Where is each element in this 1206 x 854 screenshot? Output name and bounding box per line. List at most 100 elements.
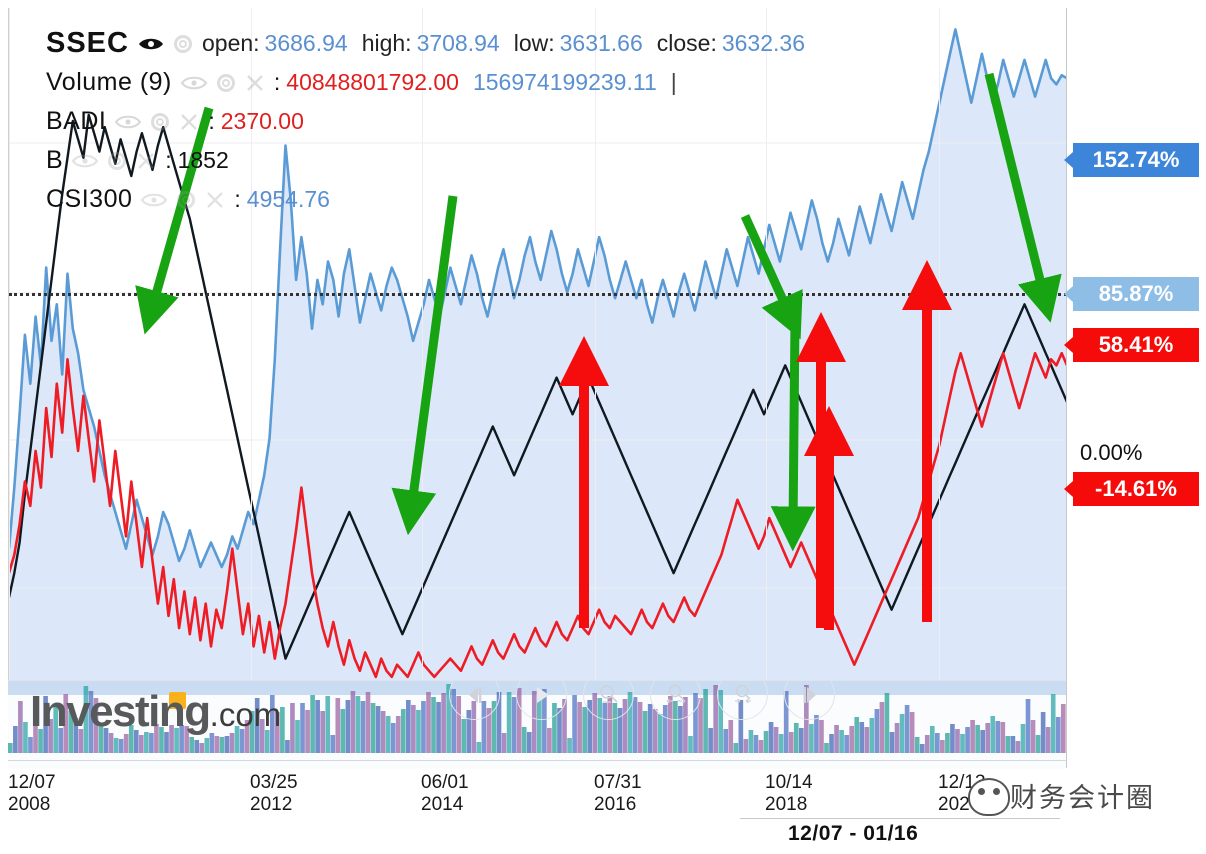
gridline-vertical [251, 8, 252, 680]
eye-icon[interactable] [141, 192, 168, 208]
close-icon[interactable] [245, 73, 265, 93]
navigator-volume-bar [798, 728, 804, 753]
navigator-volume-bar [617, 708, 623, 753]
navigator-volume-bar [713, 685, 718, 753]
navigator-volume-bar [980, 730, 985, 753]
skip-back-icon[interactable] [449, 681, 500, 720]
legend-row-volume[interactable]: Volume (9) [46, 63, 1046, 102]
navigator-volume-bar [73, 718, 79, 753]
navigator-volume-bar [436, 702, 441, 753]
price-tag-badi[interactable]: 58.41% [1064, 328, 1199, 362]
gear-icon[interactable] [173, 34, 193, 54]
navigator-volume-bar [607, 696, 613, 753]
close-icon[interactable] [205, 190, 225, 210]
navigator-volume-bar [48, 719, 53, 753]
eye-icon[interactable] [115, 114, 142, 130]
navigator-volume-bar [456, 696, 462, 753]
price-tag-ssec[interactable]: -14.61% [1064, 472, 1199, 506]
navigator-volume-bar [149, 733, 154, 753]
navigator-volume-bar [133, 730, 139, 753]
legend-row-b[interactable]: B [46, 141, 1046, 180]
navigator-volume-bar [965, 727, 970, 753]
navigator-volume-bar [118, 739, 124, 753]
navigator-volume-bar [935, 733, 940, 753]
chart-navigator[interactable]: Investing.com [8, 680, 1066, 769]
navigator-volume-bar [783, 691, 789, 753]
navigator-volume-bar [940, 740, 945, 753]
navigator-volume-bar [577, 702, 582, 753]
price-tag-reference[interactable]: 85.87% [1064, 277, 1199, 311]
legend-separator: : [234, 186, 241, 212]
zoom-in-icon[interactable] [717, 681, 768, 720]
navigator-volume-bar [184, 726, 189, 753]
eye-icon[interactable] [71, 153, 99, 169]
navigator-volume-bar [773, 727, 779, 753]
navigator-volume-bar [471, 701, 477, 753]
gear-icon[interactable] [150, 112, 170, 132]
navigator-volume-bar [909, 712, 915, 753]
navigator-volume-bar [562, 699, 567, 753]
legend-b-label: B [46, 146, 64, 174]
navigator-volume-bar [179, 725, 184, 753]
x-axis-tick-year: 2018 [765, 794, 808, 815]
legend-row-badi[interactable]: BADI [46, 102, 1046, 141]
zoom-out-icon[interactable] [650, 681, 701, 720]
eye-icon[interactable] [138, 36, 164, 52]
navigator-volume-bar [8, 743, 13, 753]
legend-separator: : [273, 69, 281, 95]
navigator-volume-bar [194, 740, 200, 753]
legend-row-csi300[interactable]: CSI300 [46, 180, 1046, 219]
skip-forward-icon[interactable] [784, 681, 835, 720]
navigator-volume-bar [365, 692, 371, 753]
navigator-volume-bar [98, 723, 104, 753]
legend-symbol-label: SSEC [46, 27, 129, 59]
navigator-volume-bar [174, 728, 179, 753]
gear-icon[interactable] [107, 151, 127, 171]
navigator-volume-bar [597, 698, 603, 753]
price-chart-plot[interactable] [8, 8, 1067, 680]
navigator-volume-bar [345, 700, 351, 753]
close-icon[interactable] [136, 151, 156, 171]
legend-csi300-label: CSI300 [46, 185, 133, 213]
price-tag-csi300[interactable]: 152.74% [1064, 143, 1199, 177]
navigator-volume-bar [738, 700, 744, 753]
navigator-volume-bar [23, 722, 28, 753]
navigator-volume-bar [839, 730, 844, 753]
navigator-volume-bar [572, 695, 577, 753]
navigator-volume-bar [1060, 704, 1066, 753]
legend-volume-value-red: 40848801792.00 [286, 69, 459, 95]
x-axis-tick-year: 2012 [250, 794, 293, 815]
navigator-volume-bar [526, 732, 532, 753]
close-icon[interactable] [179, 112, 199, 132]
navigator-volume-bar [652, 709, 658, 753]
eye-icon[interactable] [180, 75, 208, 91]
x-axis-tick-year: 2008 [8, 794, 51, 815]
navigator-controls[interactable] [449, 681, 835, 720]
navigator-volume-bar [995, 721, 1001, 753]
gear-icon[interactable] [176, 190, 196, 210]
navigator-volume-bar [58, 728, 64, 753]
navigator-volume-bar [295, 720, 300, 753]
navigator-volume-bar [486, 708, 492, 753]
navigator-volume-bar [788, 732, 794, 753]
navigator-volume-bar [28, 737, 33, 753]
navigator-volume-bar [657, 714, 663, 753]
navigator-baseline [8, 760, 1066, 761]
legend-row-ssec[interactable]: SSEC open: 3686.94 high: 3708. [46, 24, 1046, 63]
zoom-reset-icon[interactable] [583, 681, 634, 720]
reference-line-dotted [9, 293, 1067, 296]
logo-suffix: .com [209, 696, 282, 733]
navigator-volume-bar [501, 733, 507, 753]
navigator-volume-bar [708, 728, 713, 753]
play-icon[interactable] [516, 681, 567, 720]
legend-badi-label: BADI [46, 107, 107, 135]
gridline-vertical [9, 8, 10, 680]
panda-icon [968, 778, 1010, 816]
navigator-volume-bar [763, 731, 769, 753]
navigator-volume-bar [960, 734, 965, 753]
navigator-volume-bar [547, 728, 552, 753]
navigator-volume-bar [1000, 722, 1006, 753]
navigator-volume-bar [929, 726, 935, 753]
gear-icon[interactable] [216, 73, 236, 93]
navigator-volume-bar [632, 697, 638, 753]
